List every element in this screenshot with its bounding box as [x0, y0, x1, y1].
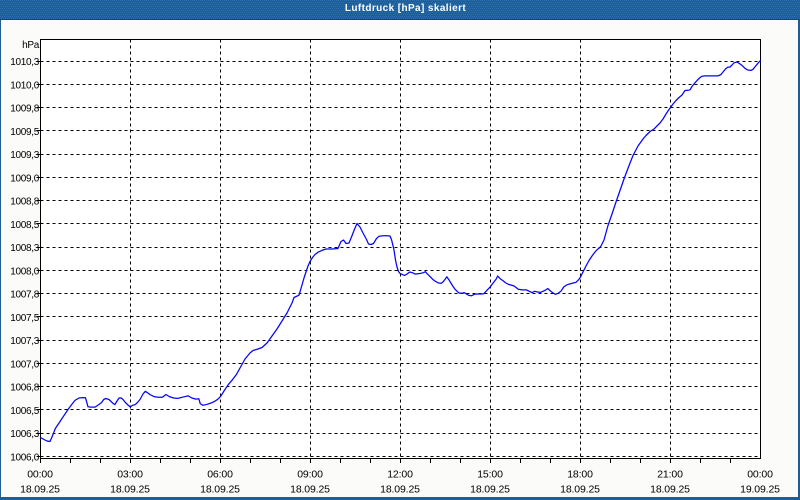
svg-text:1009,8: 1009,8 [10, 104, 40, 115]
svg-text:1008,3: 1008,3 [10, 243, 40, 254]
svg-text:21:00: 21:00 [657, 469, 683, 481]
svg-text:1009,0: 1009,0 [10, 173, 40, 184]
svg-text:06:00: 06:00 [207, 469, 233, 481]
svg-text:1006,8: 1006,8 [10, 383, 40, 394]
svg-text:15:00: 15:00 [477, 469, 503, 481]
svg-text:1009,3: 1009,3 [10, 150, 40, 161]
svg-text:18.09.25: 18.09.25 [200, 484, 240, 496]
svg-text:1007,3: 1007,3 [10, 336, 40, 347]
svg-text:1010,0: 1010,0 [10, 80, 40, 91]
svg-text:1009,5: 1009,5 [10, 127, 40, 138]
svg-text:00:00: 00:00 [747, 469, 773, 481]
svg-text:19.09.25: 19.09.25 [740, 484, 780, 496]
svg-text:18.09.25: 18.09.25 [650, 484, 690, 496]
svg-text:1010,3: 1010,3 [10, 57, 40, 68]
svg-text:1008,8: 1008,8 [10, 197, 40, 208]
svg-text:hPa: hPa [22, 40, 40, 51]
svg-text:1008,5: 1008,5 [10, 220, 40, 231]
svg-text:18.09.25: 18.09.25 [470, 484, 510, 496]
svg-text:18.09.25: 18.09.25 [380, 484, 420, 496]
svg-text:18.09.25: 18.09.25 [290, 484, 330, 496]
svg-text:00:00: 00:00 [27, 469, 53, 481]
svg-text:1006,3: 1006,3 [10, 429, 40, 440]
svg-text:1007,8: 1007,8 [10, 290, 40, 301]
svg-text:18.09.25: 18.09.25 [110, 484, 150, 496]
svg-text:12:00: 12:00 [387, 469, 413, 481]
svg-text:1006,0: 1006,0 [10, 452, 40, 463]
svg-text:18.09.25: 18.09.25 [20, 484, 60, 496]
svg-text:18.09.25: 18.09.25 [560, 484, 600, 496]
svg-text:1007,0: 1007,0 [10, 359, 40, 370]
svg-text:03:00: 03:00 [117, 469, 143, 481]
svg-text:1008,0: 1008,0 [10, 266, 40, 277]
svg-text:09:00: 09:00 [297, 469, 323, 481]
svg-text:1006,5: 1006,5 [10, 406, 40, 417]
svg-text:1007,5: 1007,5 [10, 313, 40, 324]
svg-text:18:00: 18:00 [567, 469, 593, 481]
